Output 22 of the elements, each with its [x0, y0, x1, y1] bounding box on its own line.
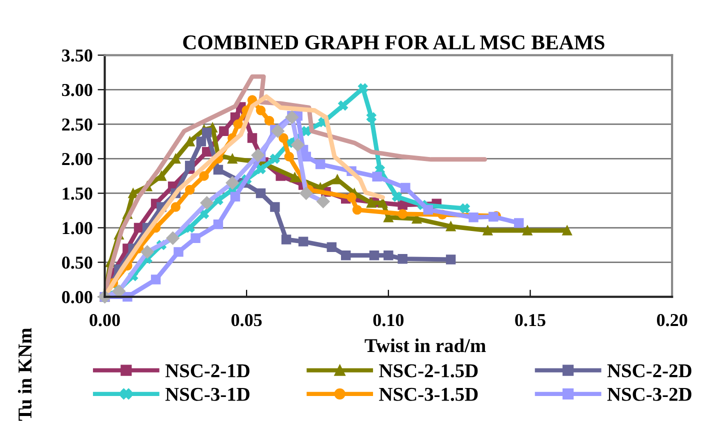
legend-label: NSC-3-1.5D — [379, 388, 478, 401]
chart-title: COMBINED GRAPH FOR ALL MSC BEAMS — [183, 35, 604, 50]
y-axis-title: Tu in KNm — [18, 328, 32, 421]
legend-label: NSC-3-1D — [165, 388, 250, 401]
y-tick-label: 3.00 — [62, 84, 92, 96]
legend-label: NSC-2-1D — [165, 364, 250, 378]
y-tick-label: 0.50 — [62, 256, 92, 269]
x-axis-title: Twist in rad/m — [364, 338, 486, 352]
y-tick-label: 2.50 — [62, 118, 92, 131]
legend-label: NSC-3-2D — [607, 388, 692, 401]
y-tick-label: 3.50 — [62, 49, 92, 62]
x-tick-label: 0.20 — [656, 314, 688, 326]
y-tick-label: 1.50 — [62, 187, 92, 200]
x-tick-label: 0.05 — [231, 314, 262, 326]
legend-label: NSC-2-1.5D — [379, 364, 478, 378]
x-tick-label: 0.00 — [90, 314, 120, 326]
x-tick-label: 0.15 — [515, 314, 546, 326]
y-tick-label: 2.00 — [62, 152, 92, 166]
legend-label: NSC-2-2D — [607, 364, 692, 378]
y-tick-label: 0.00 — [62, 291, 92, 304]
x-tick-label: 0.10 — [373, 314, 404, 326]
y-tick-label: 1.00 — [62, 222, 92, 234]
